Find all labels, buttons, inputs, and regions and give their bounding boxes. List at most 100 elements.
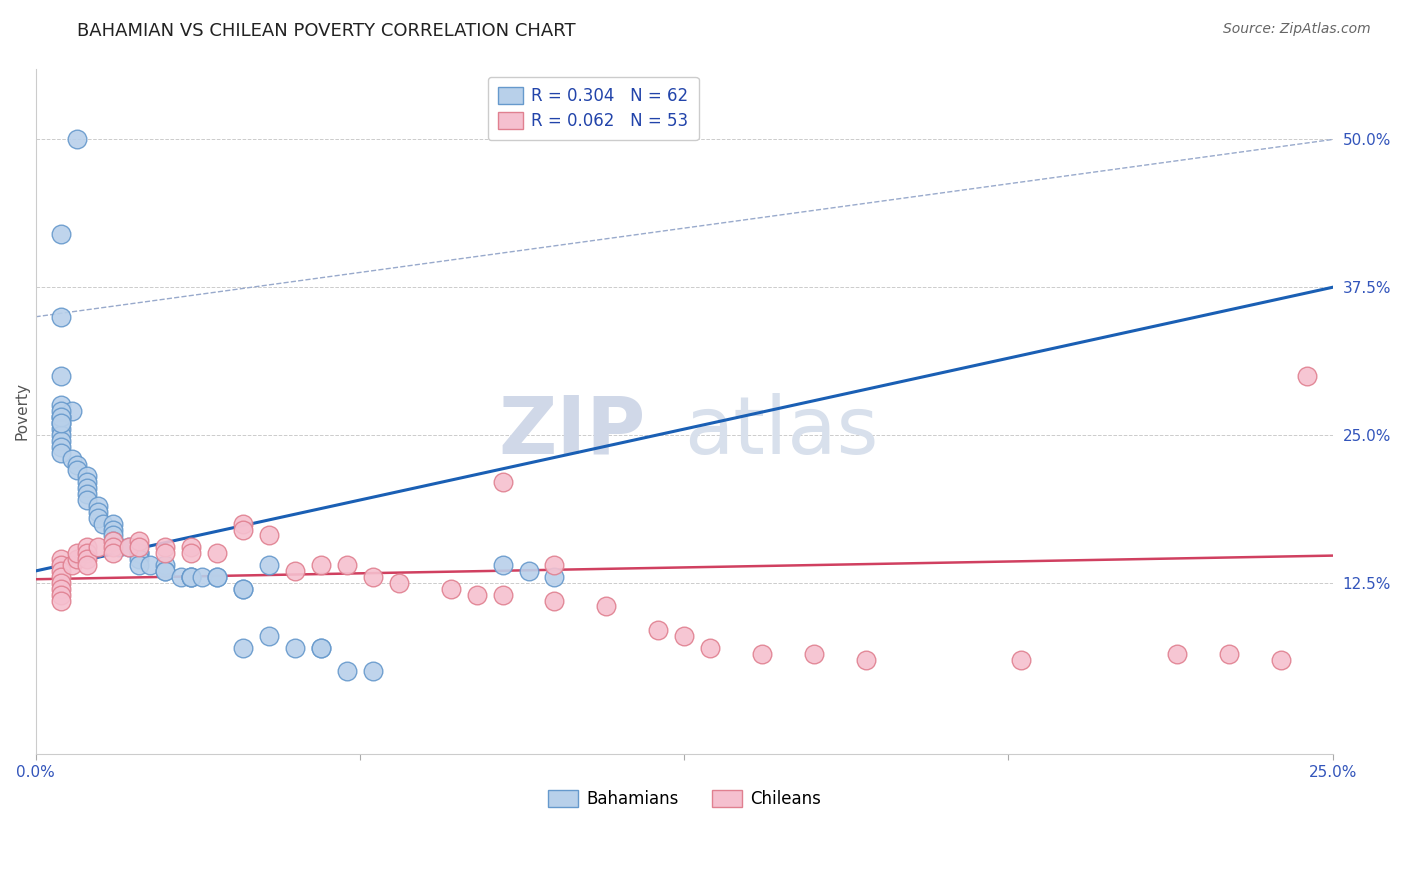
Point: [1010, 652, 1032, 666]
Point: [180, 570, 202, 584]
Point: [232, 582, 254, 596]
Point: [309, 558, 332, 572]
Point: [51, 410, 73, 425]
Point: [388, 575, 411, 590]
Point: [51, 227, 73, 241]
Point: [87, 505, 110, 519]
Point: [66, 458, 89, 472]
Point: [284, 640, 307, 655]
Point: [76, 541, 98, 555]
Point: [66, 546, 89, 560]
Point: [51, 410, 73, 425]
Point: [60, 451, 83, 466]
Point: [60, 558, 83, 572]
Point: [66, 552, 89, 566]
Point: [336, 558, 359, 572]
Point: [543, 593, 565, 607]
Point: [517, 564, 540, 578]
Point: [51, 446, 73, 460]
Point: [232, 523, 254, 537]
Point: [1270, 652, 1292, 666]
Point: [51, 593, 73, 607]
Point: [1166, 647, 1188, 661]
Point: [51, 440, 73, 454]
Point: [103, 528, 125, 542]
Point: [543, 558, 565, 572]
Point: [87, 499, 110, 513]
Point: [51, 428, 73, 442]
Point: [66, 132, 89, 146]
Point: [465, 588, 488, 602]
Point: [673, 629, 696, 643]
Point: [51, 558, 73, 572]
Point: [205, 570, 228, 584]
Point: [751, 647, 773, 661]
Point: [155, 558, 177, 572]
Point: [51, 422, 73, 436]
Point: [51, 588, 73, 602]
Point: [87, 541, 110, 555]
Point: [128, 546, 150, 560]
Point: [180, 570, 202, 584]
Point: [128, 541, 150, 555]
Point: [60, 404, 83, 418]
Point: [51, 570, 73, 584]
Point: [138, 558, 160, 572]
Point: [76, 558, 98, 572]
Point: [51, 416, 73, 430]
Point: [51, 575, 73, 590]
Point: [51, 310, 73, 324]
Point: [76, 475, 98, 490]
Point: [51, 399, 73, 413]
Point: [180, 541, 202, 555]
Point: [491, 558, 513, 572]
Point: [76, 481, 98, 495]
Point: [232, 582, 254, 596]
Point: [51, 582, 73, 596]
Point: [76, 493, 98, 508]
Point: [336, 665, 359, 679]
Point: [284, 564, 307, 578]
Point: [51, 404, 73, 418]
Point: [361, 665, 384, 679]
Point: [66, 463, 89, 477]
Point: [76, 546, 98, 560]
Point: [1218, 647, 1240, 661]
Text: atlas: atlas: [685, 393, 879, 471]
Point: [1295, 368, 1317, 383]
Point: [170, 570, 193, 584]
Point: [87, 510, 110, 524]
Point: [180, 570, 202, 584]
Point: [190, 570, 212, 584]
Point: [107, 541, 129, 555]
Point: [51, 416, 73, 430]
Point: [491, 475, 513, 490]
Point: [128, 546, 150, 560]
Point: [699, 640, 721, 655]
Point: [51, 564, 73, 578]
Point: [155, 564, 177, 578]
Point: [51, 368, 73, 383]
Text: BAHAMIAN VS CHILEAN POVERTY CORRELATION CHART: BAHAMIAN VS CHILEAN POVERTY CORRELATION …: [77, 22, 576, 40]
Point: [257, 528, 280, 542]
Point: [232, 640, 254, 655]
Point: [205, 546, 228, 560]
Point: [647, 623, 669, 637]
Point: [51, 434, 73, 448]
Point: [118, 541, 141, 555]
Point: [76, 487, 98, 501]
Point: [91, 516, 114, 531]
Point: [155, 546, 177, 560]
Point: [76, 469, 98, 483]
Point: [103, 534, 125, 549]
Point: [103, 541, 125, 555]
Point: [76, 552, 98, 566]
Point: [595, 599, 617, 614]
Point: [128, 552, 150, 566]
Point: [855, 652, 877, 666]
Y-axis label: Poverty: Poverty: [15, 383, 30, 441]
Point: [491, 588, 513, 602]
Point: [309, 640, 332, 655]
Point: [103, 546, 125, 560]
Point: [440, 582, 463, 596]
